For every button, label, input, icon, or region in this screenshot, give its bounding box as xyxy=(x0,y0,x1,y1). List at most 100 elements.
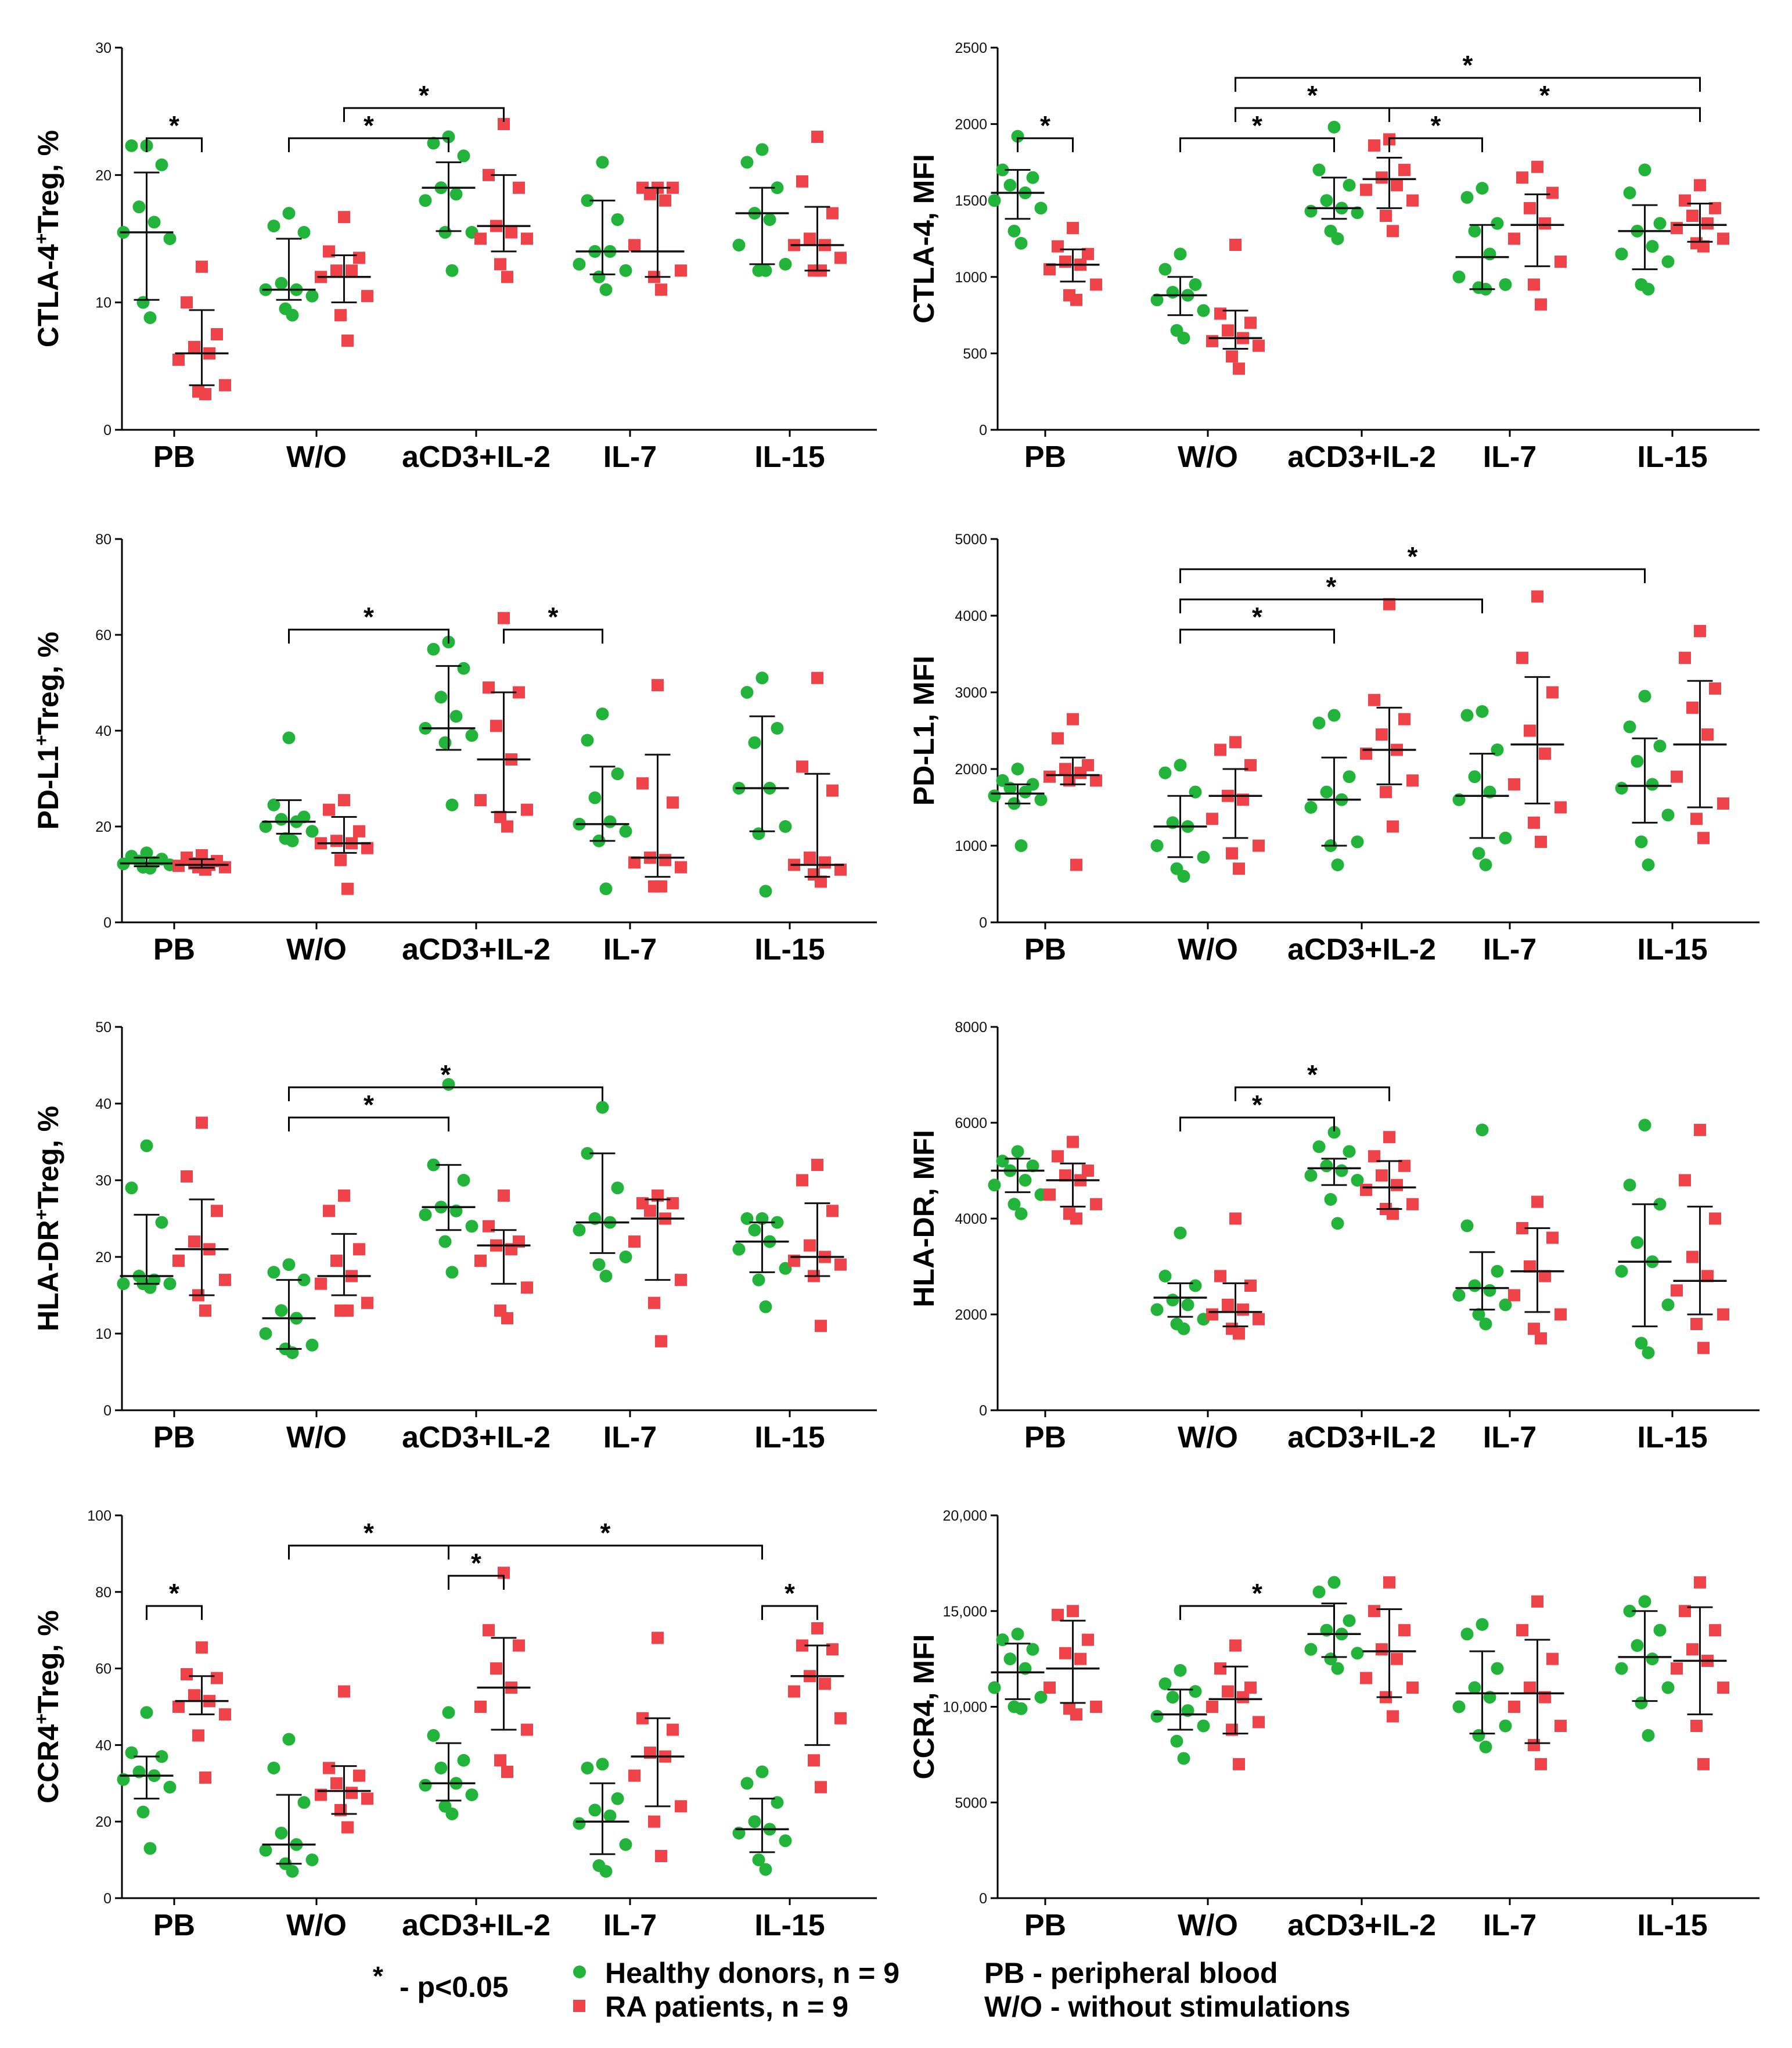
ra-data-point xyxy=(636,1712,649,1724)
chart-panel-pdl1-mfi: 0 1000 2000 3000 4000 5000 PB W/O aCD3+IL-2 IL-7 I… xyxy=(908,531,1759,966)
ra-data-point xyxy=(1059,255,1071,268)
healthy-data-point xyxy=(143,311,157,324)
ra-data-point xyxy=(659,194,671,207)
y-tick-label: 6000 xyxy=(955,1115,987,1131)
healthy-data-point xyxy=(1177,332,1190,345)
ra-data-point xyxy=(1539,217,1551,230)
healthy-data-point xyxy=(1026,1159,1039,1173)
ra-data-point xyxy=(796,1174,808,1187)
ra-data-point xyxy=(1244,1681,1257,1694)
y-tick-label: 2000 xyxy=(955,117,987,133)
healthy-data-point xyxy=(988,1179,1001,1192)
ra-data-point xyxy=(675,861,687,874)
ra-data-point xyxy=(196,1641,208,1654)
healthy-data-point xyxy=(286,834,299,847)
ra-data-point xyxy=(1524,202,1536,214)
ra-data-point xyxy=(808,1754,820,1767)
ra-data-point xyxy=(1554,801,1567,814)
ra-data-point xyxy=(1406,1198,1419,1210)
ra-data-point xyxy=(338,1189,350,1202)
healthy-data-point xyxy=(1642,1346,1655,1359)
healthy-data-point xyxy=(147,215,161,229)
significance-star: * xyxy=(1252,1578,1262,1608)
ra-data-point xyxy=(172,1701,185,1713)
healthy-data-point xyxy=(136,1805,150,1819)
healthy-data-point xyxy=(752,1853,765,1867)
y-tick-label: 1000 xyxy=(955,270,987,286)
healthy-data-point xyxy=(419,194,432,207)
ra-data-point xyxy=(1229,1212,1242,1225)
significance-star: * xyxy=(364,1518,374,1548)
legend-star: * xyxy=(373,1961,383,1991)
healthy-data-point xyxy=(1158,1677,1172,1690)
significance-star: * xyxy=(1307,80,1318,110)
healthy-data-point xyxy=(581,1147,594,1160)
healthy-data-point xyxy=(1452,1289,1466,1302)
ra-data-point xyxy=(353,1769,365,1782)
healthy-data-point xyxy=(1460,1627,1474,1641)
y-tick-label: 50 xyxy=(95,1019,111,1036)
ra-data-point xyxy=(1524,1260,1536,1273)
ra-data-point xyxy=(1690,1719,1703,1732)
healthy-data-point xyxy=(1351,1174,1364,1187)
ra-data-point xyxy=(834,1712,847,1724)
y-tick-label: 20 xyxy=(95,1249,111,1266)
ra-data-point xyxy=(1516,652,1528,664)
healthy-data-point xyxy=(1014,236,1028,250)
healthy-data-point xyxy=(1166,286,1179,299)
x-category-label: IL-7 xyxy=(603,933,657,966)
healthy-data-point xyxy=(1327,1576,1341,1589)
ra-data-point xyxy=(1694,1123,1706,1136)
ra-data-point xyxy=(341,1821,354,1834)
healthy-data-point xyxy=(1343,770,1356,784)
y-tick-label: 40 xyxy=(95,1096,111,1112)
x-category-label: aCD3+IL-2 xyxy=(1287,1909,1436,1942)
ra-data-point xyxy=(501,271,513,283)
healthy-data-point xyxy=(1479,858,1492,871)
ra-data-point xyxy=(655,1850,667,1863)
healthy-data-point xyxy=(1019,1174,1032,1187)
ra-data-point xyxy=(1398,164,1410,177)
ra-data-point xyxy=(521,803,533,816)
ra-data-point xyxy=(219,1274,231,1287)
ra-data-point xyxy=(338,794,350,807)
significance-bracket xyxy=(288,1116,449,1131)
significance-star: * xyxy=(1431,110,1441,141)
y-axis-title: HLA-DR, MFI xyxy=(908,1130,940,1307)
ra-data-point xyxy=(1697,1758,1710,1770)
ra-data-point xyxy=(1406,774,1419,787)
ra-data-point xyxy=(490,720,502,732)
healthy-data-point xyxy=(573,1223,586,1237)
x-category-label: IL-7 xyxy=(603,1909,657,1942)
healthy-data-point xyxy=(1011,763,1024,775)
healthy-data-point xyxy=(732,238,746,251)
ra-data-point xyxy=(1671,770,1683,783)
healthy-data-point xyxy=(442,1706,455,1719)
y-tick-label: 10,000 xyxy=(943,1700,987,1716)
healthy-data-point xyxy=(286,1864,299,1878)
healthy-data-point xyxy=(1635,835,1648,849)
ra-data-point xyxy=(1686,701,1699,714)
ra-data-point xyxy=(1253,839,1265,852)
y-axis-title: CCR4, MFI xyxy=(908,1634,940,1780)
y-tick-label: 0 xyxy=(103,915,111,931)
ra-data-point xyxy=(1717,1681,1729,1694)
figure-legend: * - p<0.05 Healthy donors, n = 9 RA pati… xyxy=(373,1957,1351,2023)
healthy-data-point xyxy=(1174,1663,1187,1677)
significance-star: * xyxy=(785,1578,795,1608)
healthy-data-point xyxy=(267,798,280,811)
ra-data-point xyxy=(1508,1289,1520,1302)
healthy-data-point xyxy=(275,276,288,290)
healthy-data-point xyxy=(752,827,765,840)
significance-star: * xyxy=(1307,1059,1318,1090)
healthy-data-point xyxy=(996,163,1009,177)
healthy-data-point xyxy=(438,226,452,239)
ra-data-point xyxy=(1070,858,1082,871)
ra-data-point xyxy=(1070,293,1082,306)
ra-data-point xyxy=(1074,1652,1086,1665)
healthy-data-point xyxy=(1312,1140,1326,1154)
healthy-data-point xyxy=(988,194,1001,207)
healthy-data-point xyxy=(1331,1217,1344,1230)
ra-data-point xyxy=(1376,1169,1388,1182)
healthy-data-point xyxy=(275,1826,288,1839)
